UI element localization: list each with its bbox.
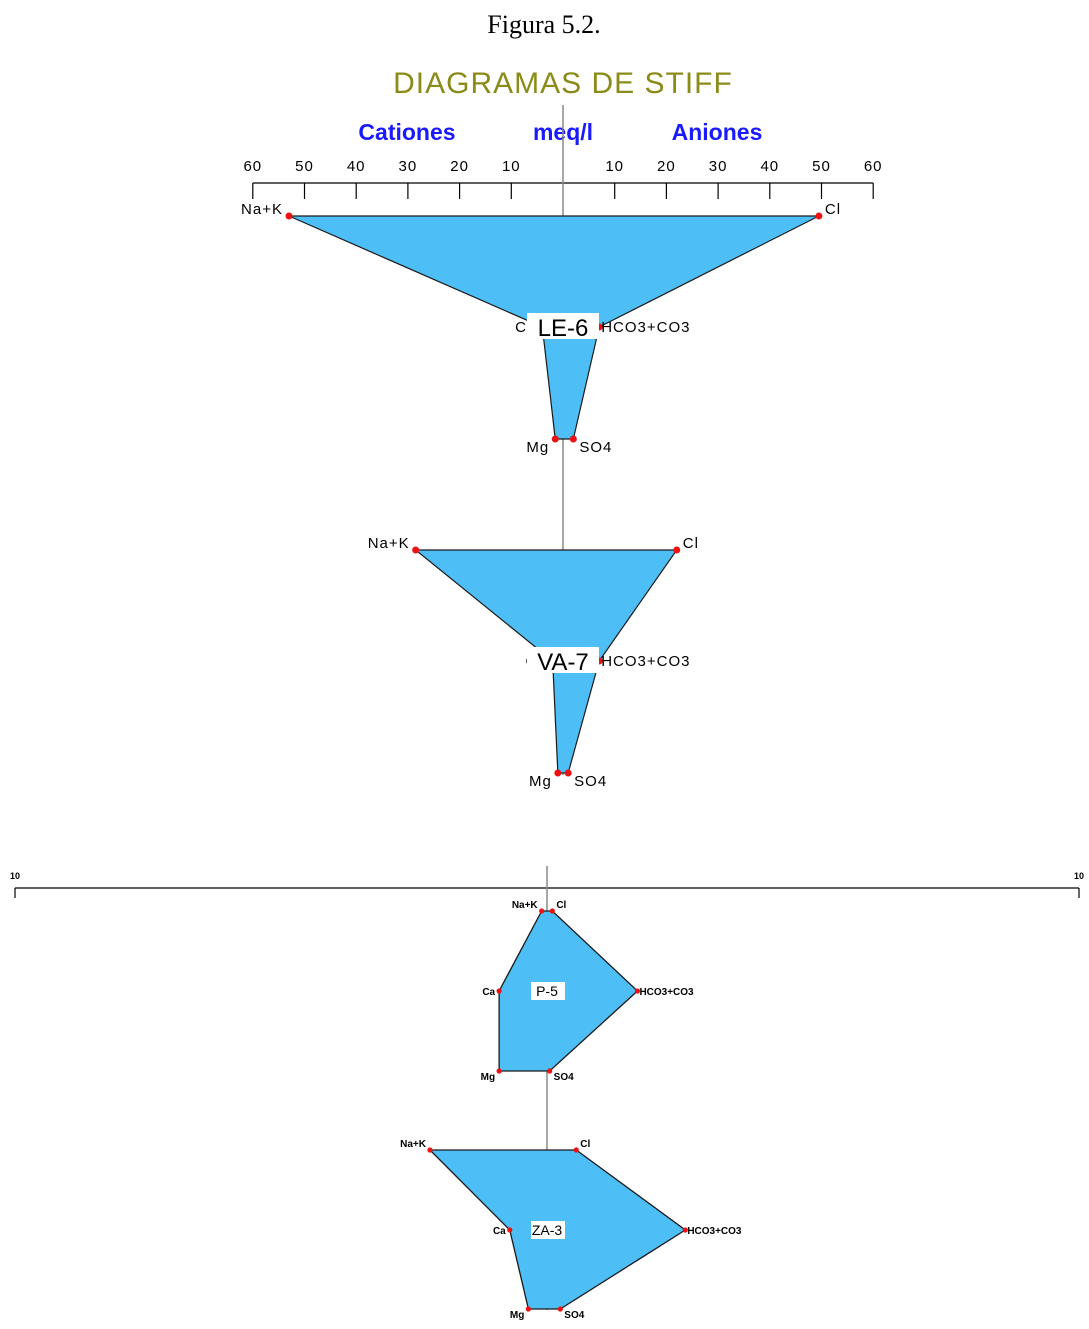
cation-point-Ca — [496, 988, 502, 994]
station-name: ZA-3 — [532, 1222, 563, 1238]
cation-label: Mg — [529, 773, 552, 790]
anion-point-HCO3+CO3 — [682, 1227, 688, 1233]
cation-label: Mg — [481, 1072, 495, 1083]
cation-point-Mg — [554, 769, 562, 777]
stiff-sample-ZA-3: Na+K Ca Mg Cl HCO3+CO3 SO4 ZA-3 — [400, 1139, 742, 1321]
anion-point-Cl — [815, 212, 823, 220]
anion-point-SO4 — [569, 435, 577, 443]
anion-label: HCO3+CO3 — [601, 653, 690, 670]
chart-title: DIAGRAMAS DE STIFF — [393, 67, 733, 100]
anion-label: Cl — [825, 201, 841, 218]
scale-tick-label: 50 — [295, 158, 314, 175]
cation-point-Mg — [551, 435, 559, 443]
anion-point-Cl — [573, 1147, 579, 1153]
scale-tick-label: 40 — [760, 158, 779, 175]
anion-label: SO4 — [564, 1310, 584, 1321]
anion-point-SO4 — [557, 1306, 563, 1312]
cation-point-Mg — [525, 1306, 531, 1312]
anion-label: HCO3+CO3 — [687, 1226, 742, 1237]
anion-label: Cl — [580, 1139, 590, 1150]
stiff-polygon-P-5 — [498, 910, 639, 1072]
scale-tick-label: 60 — [243, 158, 262, 175]
cation-label: Na+K — [400, 1139, 427, 1150]
station-label-bg — [531, 1221, 565, 1239]
cation-label: Mg — [526, 439, 549, 456]
anion-label: Cl — [556, 900, 566, 911]
station-name: P-5 — [536, 983, 558, 999]
stiff-sample-P-5: Na+K Ca Mg Cl HCO3+CO3 SO4 P-5 — [481, 900, 694, 1083]
scale-tick-label: 30 — [399, 158, 418, 175]
anion-point-SO4 — [564, 769, 572, 777]
scale-tick-label: 50 — [812, 158, 831, 175]
stiff-panel-bottom: 10 10 Na+K Ca Mg Cl HCO3+CO3 SO4 P-5 Na+K Ca Mg Cl HC… — [10, 866, 1084, 1321]
scale-tick-label: 10 — [10, 871, 20, 881]
scale-tick-label: 10 — [605, 158, 624, 175]
scale-tick-label: 40 — [347, 158, 366, 175]
anion-point-HCO3+CO3 — [634, 988, 641, 994]
scale-tick-label: 10 — [502, 158, 521, 175]
anion-label: HCO3+CO3 — [639, 987, 694, 998]
cation-point-Mg — [496, 1068, 502, 1074]
cation-label: Ca — [493, 1226, 506, 1237]
cation-label: Mg — [510, 1310, 524, 1321]
scale-tick-label: 20 — [657, 158, 676, 175]
station-name: LE-6 — [538, 315, 589, 342]
anion-label: SO4 — [554, 1072, 574, 1083]
anion-label: Cl — [683, 535, 699, 552]
station-label-bg — [527, 647, 599, 673]
cation-label: Ca — [482, 987, 495, 998]
cation-point-Na+K — [285, 212, 293, 220]
cation-label: Na+K — [241, 201, 283, 218]
header-anions: Aniones — [672, 119, 763, 145]
figure-caption: Figura 5.2. — [487, 10, 600, 39]
scale-tick-label: 10 — [1074, 871, 1084, 881]
scale-tick-label: 20 — [450, 158, 469, 175]
cation-label: Na+K — [368, 535, 410, 552]
cation-point-Ca — [507, 1227, 513, 1233]
anion-label: SO4 — [579, 439, 612, 456]
anion-label: SO4 — [574, 773, 607, 790]
cation-point-Na+K — [539, 908, 545, 914]
anion-point-SO4 — [547, 1068, 553, 1074]
station-label-bg — [531, 982, 565, 1000]
cation-point-Na+K — [412, 546, 420, 554]
station-label-bg — [527, 313, 599, 339]
anion-label: HCO3+CO3 — [601, 319, 690, 336]
header-cations: Cationes — [358, 119, 455, 145]
anion-point-Cl — [549, 908, 555, 914]
station-name: VA-7 — [537, 649, 589, 676]
scale-tick-label: 30 — [709, 158, 728, 175]
cation-point-Na+K — [427, 1147, 433, 1153]
cation-label: Na+K — [512, 900, 539, 911]
anion-point-Cl — [673, 546, 681, 554]
scale-tick-label: 60 — [864, 158, 883, 175]
